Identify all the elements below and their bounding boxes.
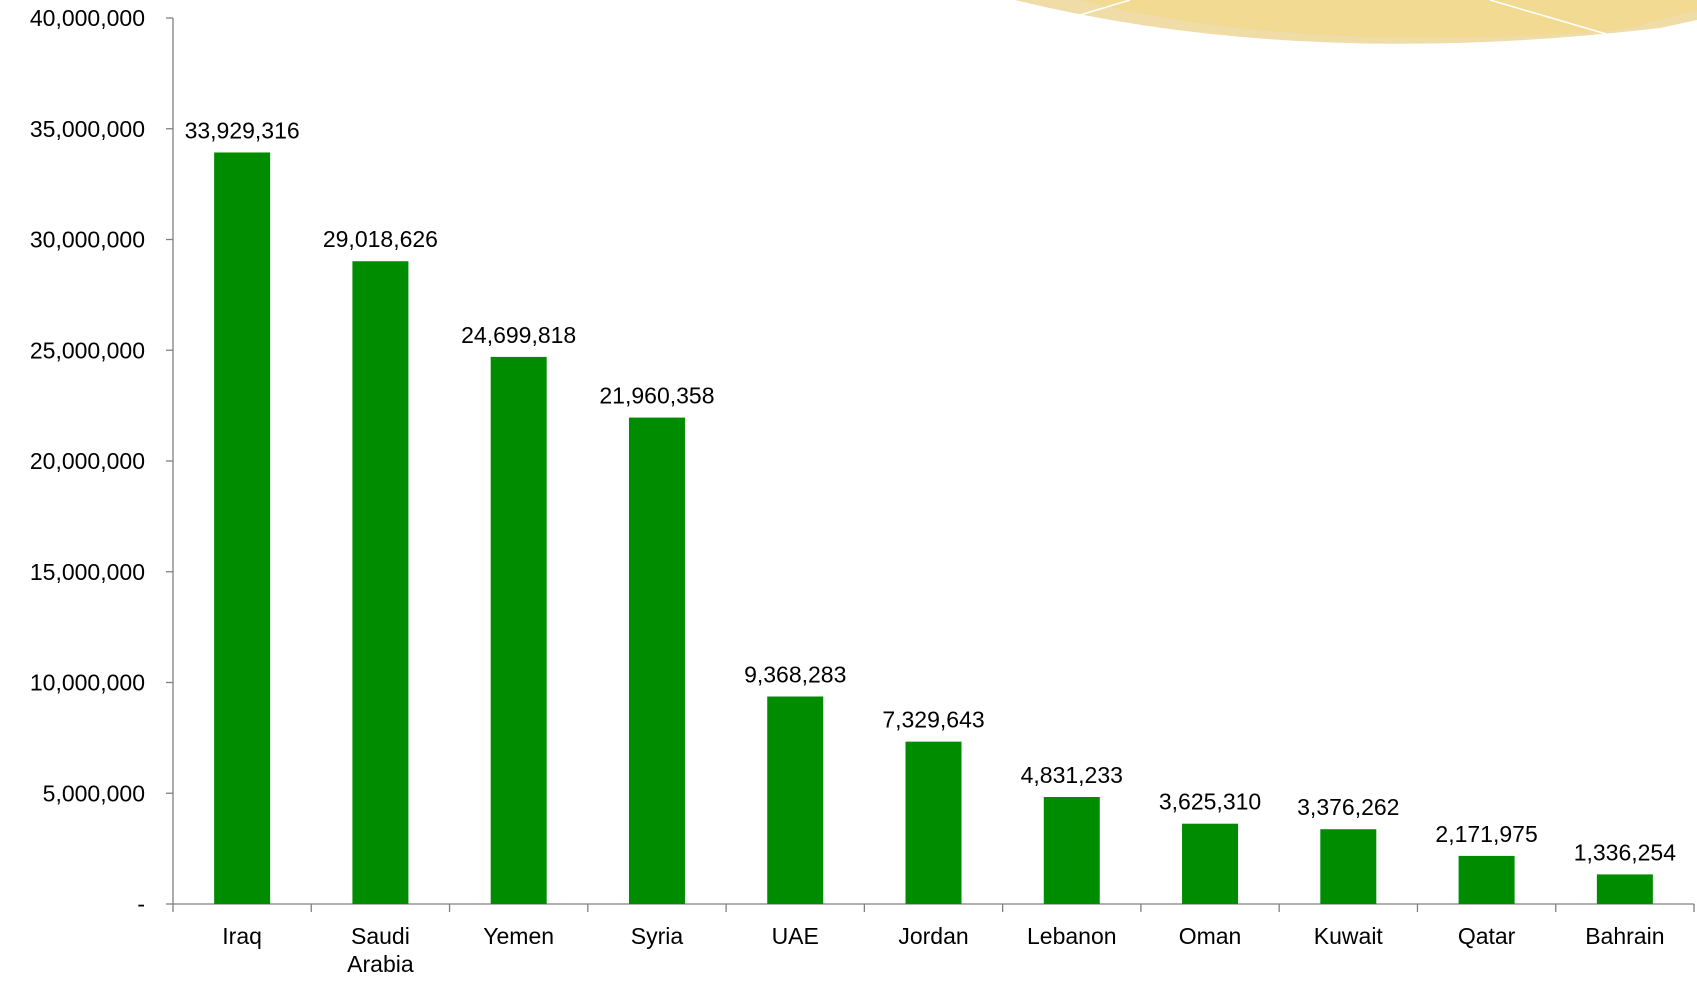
value-label: 3,625,310	[1159, 789, 1261, 815]
x-tick-label: Kuwait	[1313, 923, 1383, 949]
bar	[490, 356, 547, 904]
value-label: 24,699,818	[461, 322, 576, 348]
decoration	[1015, 0, 1697, 44]
y-tick-label: 25,000,000	[30, 337, 145, 363]
x-tick-label: Oman	[1178, 923, 1242, 949]
x-tick-label: Qatar	[1457, 923, 1516, 949]
value-label: 1,336,254	[1574, 839, 1677, 865]
bar	[1320, 829, 1377, 904]
x-tick-label: Yemen	[483, 923, 555, 949]
x-tick-label: Iraq	[222, 923, 262, 949]
bar	[767, 696, 824, 904]
bar	[905, 741, 962, 904]
y-tick-label: 40,000,000	[30, 5, 145, 31]
x-tick-label: UAE	[771, 923, 819, 949]
x-tick-label: Syria	[630, 923, 684, 949]
value-label: 21,960,358	[599, 383, 714, 409]
bar	[1596, 874, 1653, 904]
x-tick-label: Bahrain	[1585, 923, 1665, 949]
value-label: 4,831,233	[1021, 762, 1123, 788]
bar	[214, 152, 271, 905]
bar	[1043, 796, 1100, 904]
value-label: 29,018,626	[323, 226, 438, 252]
y-tick-label: 10,000,000	[30, 670, 145, 696]
y-tick-label: 20,000,000	[30, 448, 145, 474]
value-label: 33,929,316	[185, 117, 300, 143]
bar	[1182, 823, 1239, 904]
x-tick-label: Saudi Arabia	[347, 923, 414, 977]
y-tick-label: 15,000,000	[30, 559, 145, 585]
bar	[352, 261, 409, 904]
bar	[1458, 855, 1515, 904]
x-tick-label: Jordan	[898, 923, 969, 949]
value-label: 3,376,262	[1297, 794, 1399, 820]
y-tick-label: -	[137, 891, 145, 917]
bar	[628, 417, 685, 904]
y-tick-label: 5,000,000	[43, 780, 145, 806]
y-tick-label: 30,000,000	[30, 227, 145, 253]
value-label: 9,368,283	[744, 661, 846, 687]
value-label: 7,329,643	[882, 707, 984, 733]
value-label: 2,171,975	[1435, 821, 1537, 847]
x-tick-label: Lebanon	[1026, 923, 1117, 949]
y-tick-label: 35,000,000	[30, 116, 145, 142]
